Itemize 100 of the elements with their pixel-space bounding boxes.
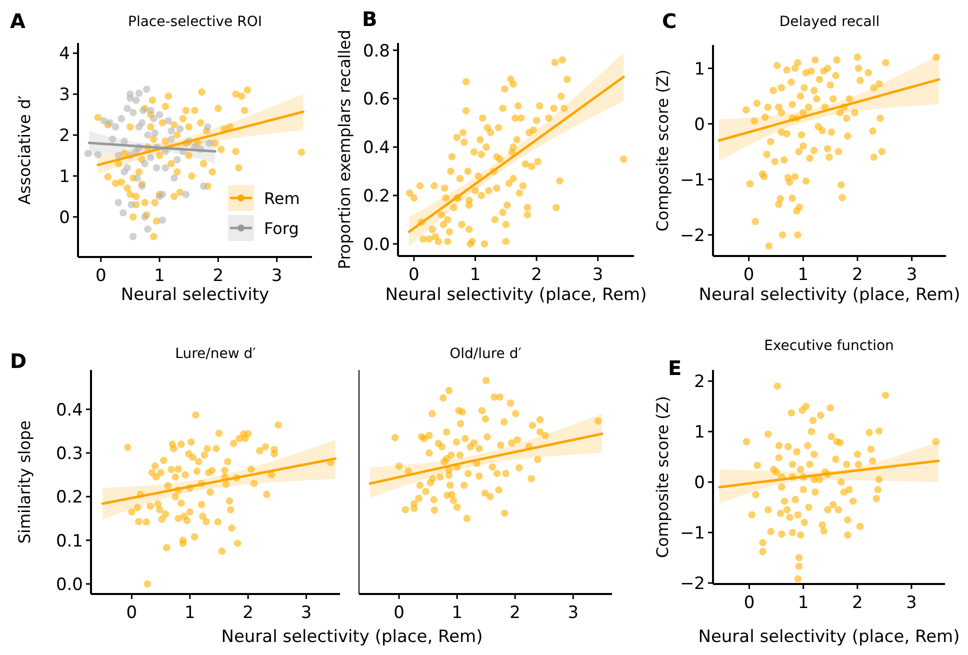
- x-tick-label: 0: [743, 265, 754, 285]
- point: [84, 150, 92, 158]
- text: A: [10, 9, 26, 33]
- point: [147, 106, 154, 114]
- point: [158, 216, 166, 224]
- y-tick-label: −1: [680, 524, 705, 544]
- point: [132, 96, 140, 104]
- point: [164, 117, 172, 124]
- point: [141, 160, 149, 168]
- point: [114, 198, 122, 206]
- point: [147, 154, 154, 162]
- x-tick-label: 2: [531, 265, 542, 285]
- x-tick-label: 0: [744, 593, 755, 613]
- y-tick-label: 0.4: [362, 138, 390, 158]
- x-tick-label: 2: [510, 603, 521, 623]
- point: [204, 123, 212, 131]
- y-tick-label: 2: [59, 126, 70, 146]
- point: [173, 156, 181, 164]
- y-axis-title: Similarity slope: [15, 420, 34, 544]
- text: E: [668, 356, 682, 380]
- text: D: [10, 349, 27, 373]
- x-tick-label: 3: [906, 265, 918, 285]
- point: [170, 174, 178, 182]
- x-tick-label: 2: [852, 593, 863, 613]
- point: [126, 90, 134, 98]
- legend-label: Forg: [264, 219, 299, 238]
- chart-title: Executive function: [764, 338, 894, 354]
- x-tick-label: 1: [470, 265, 481, 285]
- y-axis-title: Proportion exemplars recalled: [335, 30, 354, 270]
- point: [124, 104, 131, 112]
- y-tick-label: 1: [694, 422, 705, 443]
- x-tick-label: 1: [798, 593, 809, 613]
- y-tick-label: 0.3: [56, 444, 83, 464]
- y-tick-label: 1: [694, 59, 705, 80]
- point: [156, 110, 164, 118]
- chart-title: Delayed recall: [779, 14, 880, 30]
- x-tick-label: 3: [300, 603, 312, 623]
- y-tick-label: 1: [59, 166, 70, 187]
- x-axis-title: Neural selectivity (place, Rem): [698, 285, 960, 305]
- point: [206, 140, 214, 147]
- point: [120, 138, 128, 145]
- y-tick-label: 0.0: [56, 574, 83, 595]
- x-tick-label: 1: [154, 266, 165, 286]
- point: [135, 90, 143, 97]
- x-tick-label: 3: [592, 265, 604, 285]
- point: [158, 190, 166, 198]
- y-tick-label: 0.0: [362, 234, 390, 255]
- point: [176, 125, 184, 133]
- y-tick-label: 0.8: [362, 41, 390, 62]
- point: [142, 86, 150, 93]
- chart-title: Old/lure d′: [450, 346, 522, 362]
- x-axis-title: Neural selectivity (place, Rem): [385, 285, 647, 305]
- point: [120, 209, 127, 216]
- y-tick-label: 0.1: [56, 531, 83, 552]
- x-tick-label: 0: [394, 603, 404, 623]
- text: B: [362, 7, 378, 31]
- chart-title: Lure/new d′: [175, 346, 256, 362]
- point: [100, 117, 108, 124]
- x-tick-label: 2: [242, 603, 254, 623]
- point: [118, 115, 126, 122]
- legend-label: Rem: [264, 189, 300, 208]
- x-axis-title: Neural selectivity (place, Rem): [221, 627, 483, 647]
- y-tick-label: 0: [59, 208, 70, 228]
- y-tick-label: 0.2: [56, 488, 83, 508]
- point: [144, 131, 152, 139]
- point: [200, 182, 208, 190]
- x-tick-label: 0: [408, 265, 420, 285]
- point: [114, 152, 122, 160]
- x-tick-label: 1: [452, 603, 462, 623]
- x-tick-label: 2: [852, 265, 863, 285]
- x-tick-label: 0: [95, 266, 106, 286]
- point: [94, 151, 102, 158]
- y-tick-label: 0: [694, 114, 705, 135]
- text: C: [662, 9, 677, 33]
- point: [129, 232, 137, 240]
- point: [151, 129, 158, 137]
- y-tick-label: 0.4: [56, 400, 83, 420]
- y-tick-label: −2: [680, 574, 705, 594]
- point: [162, 164, 170, 172]
- point: [134, 174, 141, 182]
- x-tick-label: 1: [184, 603, 196, 623]
- chart-title: Place-selective ROI: [128, 14, 262, 30]
- point: [128, 200, 136, 208]
- point: [144, 226, 152, 233]
- point: [182, 190, 190, 198]
- x-tick-label: 3: [906, 593, 917, 613]
- x-tick-label: 2: [212, 266, 224, 286]
- y-axis-title: Associative d′: [15, 94, 34, 205]
- point: [112, 123, 120, 131]
- y-axis-title: Composite score (Z): [653, 70, 672, 232]
- y-tick-label: 3: [59, 85, 70, 106]
- y-tick-label: −2: [680, 226, 705, 246]
- point: [138, 119, 146, 126]
- point: [108, 136, 116, 143]
- x-tick-label: 3: [271, 266, 282, 286]
- x-tick-label: 0: [126, 603, 138, 623]
- y-tick-label: 2: [694, 372, 705, 392]
- point: [168, 136, 175, 143]
- y-tick-label: 0: [694, 473, 705, 494]
- point: [129, 108, 137, 116]
